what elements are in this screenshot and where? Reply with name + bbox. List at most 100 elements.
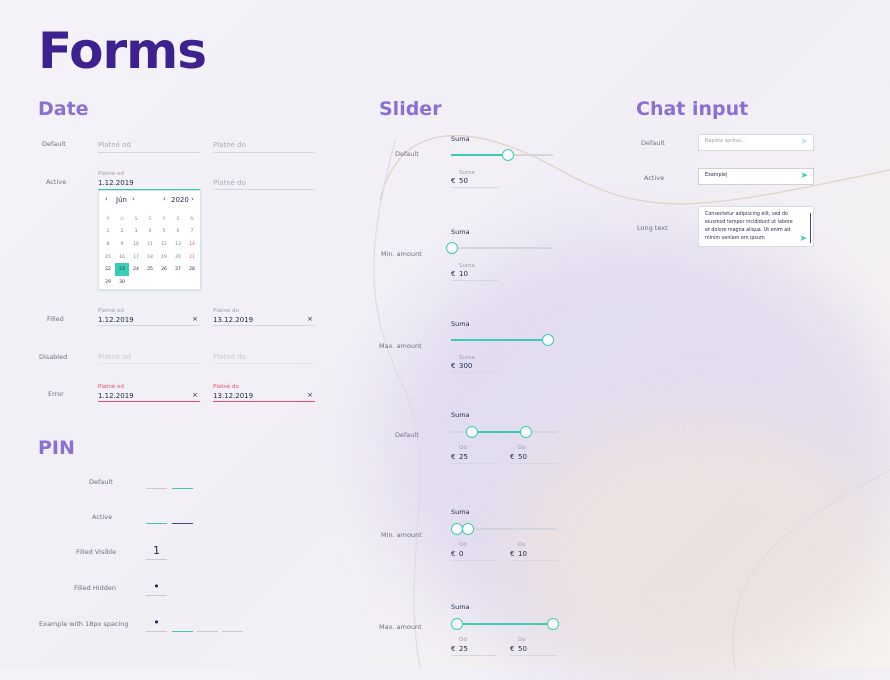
calendar-day[interactable]: 19: [161, 254, 167, 260]
calendar-day[interactable]: 8: [106, 241, 110, 247]
calendar-day[interactable]: 17: [133, 254, 139, 260]
calendar-day[interactable]: 27: [175, 267, 181, 273]
calendar-day[interactable]: 13: [175, 241, 181, 247]
calendar-day[interactable]: 24: [133, 267, 139, 273]
date-from-error[interactable]: Platné od 1.12.2019 ×: [98, 384, 200, 402]
pin-cell[interactable]: [172, 523, 193, 524]
pin-cell[interactable]: [172, 488, 193, 489]
slider-row-min-label: Min. amount: [381, 250, 422, 258]
range-to-field[interactable]: Do € 10: [510, 542, 557, 561]
date-to-filled[interactable]: Platné do 13.12.2019 ×: [213, 308, 315, 326]
calendar-day[interactable]: 21: [189, 254, 195, 260]
slider-value-field[interactable]: Suma € 10: [451, 263, 499, 281]
pin-cell[interactable]: [146, 595, 167, 596]
calendar-day[interactable]: 1: [106, 229, 110, 235]
range-row-min-label: Min. amount: [381, 531, 422, 539]
slider-thumb[interactable]: [542, 334, 554, 346]
chat-input-long[interactable]: Consectetur adipiscing elit, sed do eius…: [698, 206, 814, 247]
scrollbar[interactable]: [809, 213, 811, 243]
calendar-day[interactable]: 26: [161, 267, 167, 273]
slider-thumb[interactable]: [501, 149, 514, 161]
prev-month-icon[interactable]: ‹: [105, 195, 108, 203]
date-from-disabled: Platné od: [98, 352, 200, 364]
calendar-day[interactable]: 3: [134, 229, 138, 235]
calendar-day[interactable]: 22: [105, 267, 111, 273]
calendar-day[interactable]: 5: [162, 229, 166, 235]
clear-icon[interactable]: ×: [192, 391, 198, 399]
pin-cell[interactable]: [146, 559, 167, 560]
range-to-field[interactable]: Do € 50: [510, 445, 557, 464]
calendar-day[interactable]: 4: [148, 229, 152, 235]
calendar-day[interactable]: 6: [176, 229, 180, 235]
calendar-day[interactable]: 16: [119, 254, 125, 260]
pin-cell[interactable]: [197, 631, 218, 632]
clear-icon[interactable]: ×: [192, 315, 198, 323]
range-thumb-from[interactable]: [451, 618, 463, 630]
calendar-day[interactable]: 12: [161, 241, 167, 247]
calendar-day-selected[interactable]: 23: [115, 263, 129, 276]
calendar-day[interactable]: 29: [105, 279, 111, 285]
range-track[interactable]: [451, 528, 557, 530]
date-row-default-label: Default: [42, 140, 66, 148]
calendar-day[interactable]: 7: [190, 229, 194, 235]
slider-track[interactable]: [451, 247, 553, 249]
next-year-icon[interactable]: ›: [191, 195, 194, 203]
pin-hidden-dot: •: [153, 580, 160, 593]
slider-value-field[interactable]: Suma € 50: [451, 170, 499, 188]
date-to-error[interactable]: Platné do 13.12.2019 ×: [213, 384, 315, 402]
range-thumb-from[interactable]: [466, 426, 479, 438]
pin-row-spacing-label: Example with 18px spacing: [39, 620, 129, 628]
calendar-day[interactable]: 30: [119, 279, 125, 285]
date-from-active[interactable]: Platné od 1.12.2019: [98, 171, 200, 190]
range-thumb-to[interactable]: [461, 523, 474, 535]
calendar-day[interactable]: 11: [147, 241, 153, 247]
range-fill: [456, 623, 552, 625]
calendar-day[interactable]: 15: [105, 254, 111, 260]
calendar-day[interactable]: 28: [189, 267, 195, 273]
pin-digit: 1: [153, 544, 160, 557]
currency-symbol: €: [451, 550, 456, 558]
slider-thumb[interactable]: [446, 242, 458, 254]
date-to-active[interactable]: Platné do: [213, 178, 315, 190]
weekday-label: U: [120, 216, 124, 222]
range-from-field[interactable]: Od € 25: [451, 637, 497, 656]
range-thumb-to[interactable]: [520, 426, 533, 438]
date-to-default[interactable]: Platné do: [213, 140, 315, 153]
pin-row-active-label: Active: [92, 513, 113, 521]
chat-input-active[interactable]: Example| ➤: [698, 168, 814, 185]
currency-symbol: €: [451, 453, 456, 461]
calendar-day[interactable]: 18: [147, 254, 153, 260]
pin-cell[interactable]: [146, 631, 167, 632]
slider-value-field[interactable]: Suma € 300: [451, 355, 499, 373]
pin-cell[interactable]: [222, 631, 243, 632]
send-icon[interactable]: ➤: [799, 234, 807, 244]
calendar-day[interactable]: 10: [133, 241, 139, 247]
calendar-day[interactable]: 25: [147, 267, 153, 273]
prev-year-icon[interactable]: ‹: [163, 195, 166, 203]
calendar-day[interactable]: 9: [120, 241, 124, 247]
chat-input-default[interactable]: Napíšte správu... ➤: [698, 134, 814, 151]
calendar-day[interactable]: 2: [120, 229, 124, 235]
clear-icon[interactable]: ×: [307, 391, 313, 399]
pin-cell[interactable]: [172, 631, 193, 632]
calendar-day[interactable]: 14: [189, 241, 195, 247]
range-thumb-to[interactable]: [547, 618, 559, 630]
next-month-icon[interactable]: ›: [132, 195, 135, 203]
calendar-day[interactable]: 20: [175, 254, 181, 260]
calendar-popup: ‹ Jún › ‹ 2020 › P U S Š P S N 1 2 3 4 5 6 7 8 9 10 11 12 1…: [98, 190, 201, 290]
pin-cell[interactable]: [146, 523, 167, 524]
date-row-disabled-label: Disabled: [39, 353, 68, 361]
clear-icon[interactable]: ×: [307, 315, 313, 323]
weekday-label: P: [106, 216, 110, 222]
range-from-field[interactable]: Od € 0: [451, 542, 497, 561]
weekday-label: S: [176, 216, 180, 222]
send-icon[interactable]: ➤: [800, 171, 808, 181]
pin-cell[interactable]: [146, 488, 167, 489]
date-from-default[interactable]: Platné od: [98, 140, 200, 153]
calendar-day: [129, 276, 143, 289]
date-to-disabled: Platné do: [213, 352, 315, 364]
date-from-filled[interactable]: Platné od 1.12.2019 ×: [98, 308, 200, 326]
range-from-field[interactable]: Od € 25: [451, 445, 497, 464]
send-icon[interactable]: ➤: [800, 137, 808, 147]
range-to-field[interactable]: Do € 50: [510, 637, 557, 656]
